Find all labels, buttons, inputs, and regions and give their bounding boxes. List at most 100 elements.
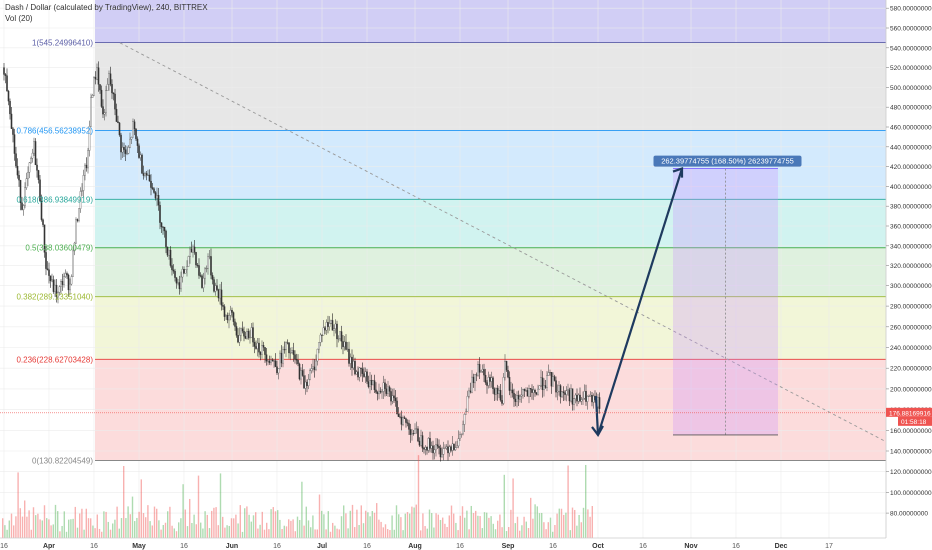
volume-bar xyxy=(129,514,131,538)
volume-bar xyxy=(206,514,208,538)
candle-body xyxy=(474,374,476,384)
volume-bar xyxy=(461,506,464,538)
candle-body xyxy=(90,97,92,127)
candle-body xyxy=(415,428,418,430)
candle-body xyxy=(376,392,379,395)
volume-bar xyxy=(19,508,21,538)
volume-bar xyxy=(574,509,576,538)
volume-bar xyxy=(94,528,96,538)
volume-bar xyxy=(138,511,140,538)
candle-body xyxy=(322,327,325,336)
candle-body xyxy=(502,377,505,404)
candle-body xyxy=(342,341,344,348)
candle-body xyxy=(36,164,38,171)
volume-bar xyxy=(587,509,589,538)
volume-bar xyxy=(215,507,217,538)
volume-bar xyxy=(149,521,151,538)
volume-bar xyxy=(160,529,162,538)
candle-body xyxy=(73,242,76,252)
volume-bar xyxy=(459,515,461,538)
candle-body xyxy=(301,370,304,376)
candle-body xyxy=(336,323,338,340)
candle-body xyxy=(181,269,184,278)
candle-body xyxy=(321,334,323,336)
volume-bar xyxy=(296,516,299,538)
candle-body xyxy=(493,388,496,395)
candle-body xyxy=(40,200,43,220)
volume-bar xyxy=(125,518,127,538)
candle-body xyxy=(97,67,100,85)
candle-body xyxy=(262,345,265,348)
candle-body xyxy=(202,277,205,288)
candle-body xyxy=(495,388,497,395)
volume-bar xyxy=(134,521,136,538)
candle-body xyxy=(162,226,164,228)
candle-body xyxy=(400,417,403,425)
candle-body xyxy=(219,289,221,299)
volume-bar xyxy=(391,515,393,538)
projection-tool[interactable]: 262.39774755 (168.50%) 26239774755 xyxy=(591,155,802,437)
candle-body xyxy=(72,250,74,277)
candle-body xyxy=(12,128,14,135)
volume-bar xyxy=(211,510,213,538)
candle-body xyxy=(408,423,410,430)
candle-body xyxy=(517,395,520,400)
volume-bar xyxy=(197,475,200,538)
candle-body xyxy=(3,67,5,75)
volume-bar xyxy=(180,518,182,538)
volume-bar xyxy=(285,526,288,538)
price-tick-label: 520.00000000 xyxy=(890,65,932,72)
candle-body xyxy=(109,73,112,85)
volume-bar xyxy=(387,529,389,538)
time-axis[interactable]: 16 Apr 16 May 16 Jun 16 Jul 16 Aug 16 Sep 16 Oct 16 Nov… xyxy=(0,537,932,550)
volume-bar xyxy=(420,530,422,538)
candle-body xyxy=(163,226,166,232)
volume-bar xyxy=(151,525,153,538)
candle-body xyxy=(391,395,394,402)
volume-bar xyxy=(466,510,468,538)
volume-bar xyxy=(118,528,120,538)
price-axis[interactable]: 80.00000000 100.00000000 120.00000000 140.0… xyxy=(885,0,932,550)
candle-body xyxy=(235,326,238,336)
volume-bar xyxy=(101,531,103,538)
time-label: Jun xyxy=(226,543,238,550)
candle-body xyxy=(228,315,230,321)
candle-body xyxy=(397,413,400,417)
candle-body xyxy=(282,349,284,364)
candle-body xyxy=(319,334,322,343)
fib-label-0.786: 0.786(456.56238952) xyxy=(16,126,93,135)
candle-body xyxy=(229,309,232,316)
volume-bar xyxy=(87,518,90,538)
candle-body xyxy=(396,400,398,415)
volume-bar xyxy=(582,507,585,538)
volume-bar xyxy=(534,504,536,538)
volume-bar xyxy=(457,530,459,538)
volume-bar xyxy=(532,518,534,538)
volume-bar xyxy=(202,528,204,538)
candle-body xyxy=(225,315,227,317)
candle-body xyxy=(91,95,94,98)
volume-bar xyxy=(145,517,147,538)
candle-body xyxy=(514,398,517,402)
volume-bar xyxy=(508,527,510,538)
volume-bar xyxy=(442,517,444,538)
volume-bar xyxy=(239,505,241,538)
candle-body xyxy=(171,265,173,271)
volume-bar xyxy=(83,529,85,538)
volume-bar xyxy=(10,513,13,538)
candle-body xyxy=(544,385,547,388)
fib-bands xyxy=(95,0,886,461)
candle-body xyxy=(451,443,454,451)
volume-bar xyxy=(585,464,587,538)
volume-bar xyxy=(411,506,413,538)
volume-bar xyxy=(112,523,114,538)
candle-body xyxy=(522,389,524,396)
candle-body xyxy=(58,286,61,293)
volume-bar xyxy=(59,531,61,538)
candle-body xyxy=(28,162,31,173)
candle-body xyxy=(387,386,389,394)
candle-body xyxy=(456,445,458,448)
volume-bar xyxy=(560,508,563,538)
volume-bar xyxy=(510,509,512,538)
